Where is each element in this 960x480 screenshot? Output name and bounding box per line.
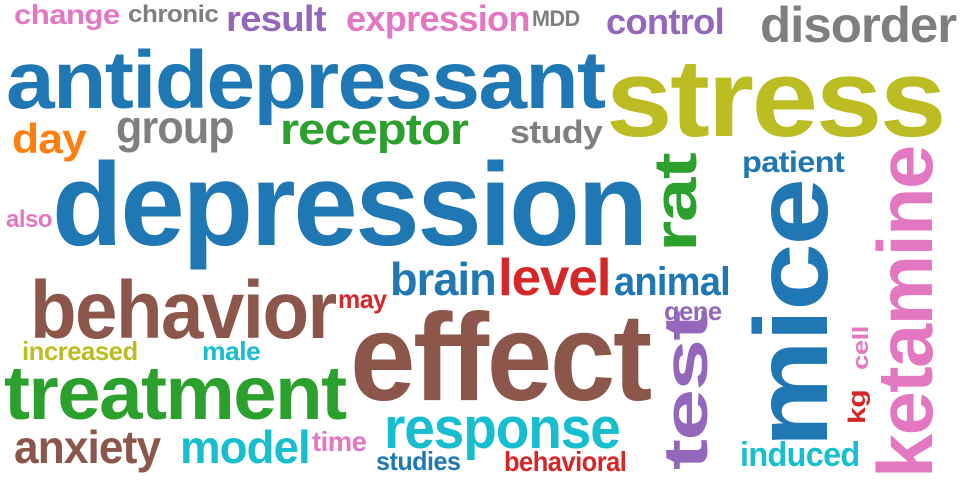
word-day: day <box>12 115 87 162</box>
word-increased: increased <box>22 336 138 366</box>
word-treatment: treatment <box>4 351 347 436</box>
word-male: male <box>202 336 261 366</box>
word-antidepressant: antidepressant <box>6 35 606 126</box>
word-result: result <box>226 0 326 39</box>
word-rat: rat <box>642 153 709 252</box>
word-studies: studies <box>376 446 461 476</box>
word-behavior: behavior <box>30 265 337 356</box>
word-behavioral: behavioral <box>504 446 627 477</box>
word-induced: induced <box>740 436 860 474</box>
word-ketamine: ketamine <box>861 146 949 478</box>
word-control: control <box>606 1 725 42</box>
word-stress: stress <box>606 37 946 160</box>
word-animal: animal <box>614 260 731 304</box>
word-response: response <box>384 396 621 461</box>
word-receptor: receptor <box>280 105 469 154</box>
word-change: change <box>14 0 120 30</box>
word-brain: brain <box>390 253 497 305</box>
word-effect: effect <box>350 289 652 427</box>
word-test: test <box>652 311 721 470</box>
word-gene: gene <box>664 296 722 326</box>
word-chronic: chronic <box>128 1 219 28</box>
word-depression: depression <box>52 139 648 271</box>
word-mdd: MDD <box>532 6 580 31</box>
word-cell: cell <box>848 326 873 370</box>
word-time: time <box>312 426 367 457</box>
word-kg: kg <box>844 389 871 424</box>
word-model: model <box>180 421 311 473</box>
word-also: also <box>6 206 53 233</box>
word-level: level <box>498 249 612 307</box>
word-mice: mice <box>734 180 850 448</box>
word-patient: patient <box>742 146 845 179</box>
word-expression: expression <box>346 0 531 39</box>
word-anxiety: anxiety <box>14 421 161 473</box>
word-study: study <box>510 114 603 150</box>
word-group: group <box>116 101 235 153</box>
word-disorder: disorder <box>760 0 957 53</box>
word-may: may <box>338 284 387 314</box>
